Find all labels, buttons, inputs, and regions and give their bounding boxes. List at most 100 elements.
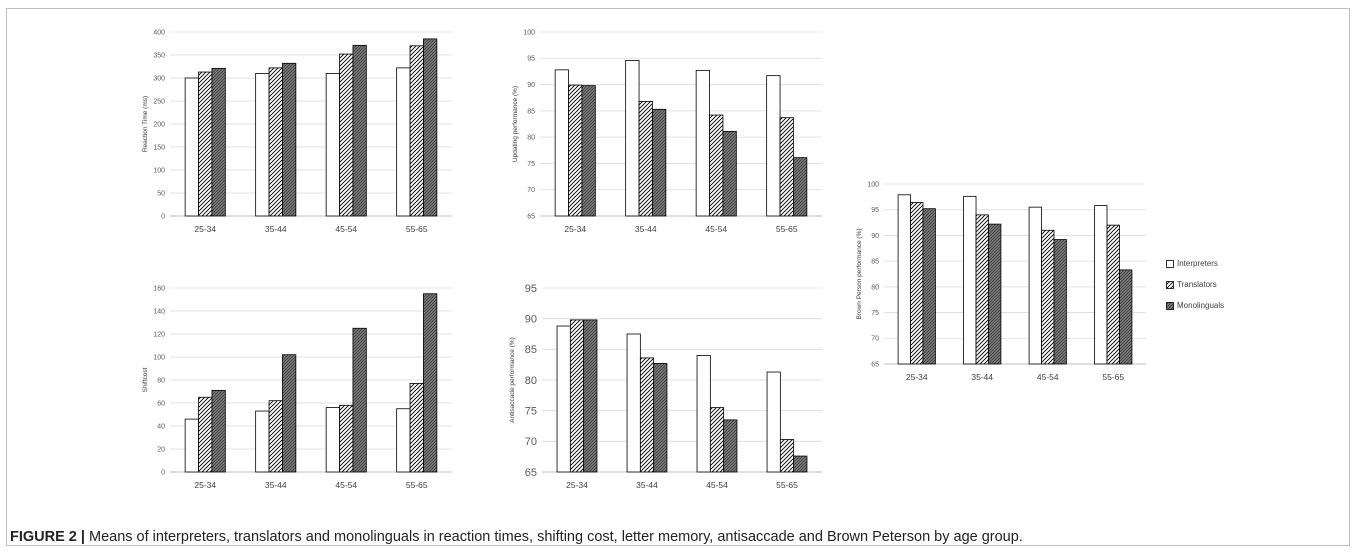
y-tick-label: 150: [153, 144, 165, 151]
y-tick-label: 85: [871, 259, 879, 266]
bar-monolinguals-35-44: [988, 223, 1002, 365]
bar-monolinguals-45-54: [723, 419, 738, 473]
bar-translators-25-34: [568, 84, 583, 217]
legend-label: Interpreters: [1177, 259, 1218, 268]
chart-svg: 65 70 75 80 85 90 95 100 25-34 35-44 45-54 55-65 Bro…: [856, 181, 1146, 382]
plot-area: 65 70 75 80 85 90 95 25-34 35-44 45-54 55-65: [525, 283, 822, 490]
bar-interpreters-35-44: [963, 195, 977, 365]
bar-translators-45-54: [339, 404, 354, 473]
y-axis-label: Shiftcost: [142, 367, 149, 392]
y-tick-label: 100: [153, 167, 165, 174]
bar-monolinguals-45-54: [352, 327, 367, 473]
caption-text: Means of interpreters, translators and m…: [84, 529, 1023, 545]
y-tick-label: 65: [525, 467, 537, 479]
y-axis-label: Antisaccade performance (%): [509, 337, 516, 423]
bar-translators-45-54: [709, 114, 724, 217]
y-axis-label: Brown Person performance (%): [856, 228, 863, 319]
y-tick-label: 85: [525, 344, 537, 356]
bar-interpreters-45-54: [696, 355, 711, 473]
plot-area: 0 20 40 60 80 100 120 140 160 25-34 35-44 45-54 55-6…: [153, 285, 452, 490]
y-tick-label: 95: [525, 283, 537, 295]
x-tick-label: 45-54: [1037, 372, 1059, 382]
bar-monolinguals-25-34: [922, 208, 936, 365]
chart-svg: 65 70 75 80 85 90 95 25-34 35-44 45-54 55-65 Antisa…: [509, 283, 822, 490]
bar-interpreters-55-65: [766, 371, 781, 473]
chart-svg: 65 70 75 80 85 90 95 100 25-34 35-44 45-54 55-65 Upd…: [512, 29, 822, 234]
legend-item-monolinguals: Monolinguals: [1166, 295, 1224, 316]
bar-interpreters-25-34: [554, 69, 569, 217]
y-tick-label: 200: [153, 121, 165, 128]
y-tick-label: 90: [527, 82, 535, 89]
y-tick-label: 140: [153, 308, 165, 315]
y-tick-label: 90: [525, 314, 537, 326]
bar-monolinguals-45-54: [1053, 239, 1067, 365]
y-tick-label: 95: [527, 56, 535, 63]
bar-translators-25-34: [198, 396, 213, 473]
bar-translators-45-54: [1041, 229, 1055, 365]
bar-interpreters-55-65: [396, 67, 411, 217]
figure-frame: [6, 8, 1350, 546]
chart-svg: 0 20 40 60 80 100 120 140 160 25-34 35-44 45-54 55-6…: [142, 285, 452, 490]
bar-monolinguals-45-54: [722, 130, 737, 217]
y-tick-label: 100: [153, 354, 165, 361]
y-tick-label: 90: [871, 233, 879, 240]
bar-interpreters-35-44: [255, 73, 270, 217]
x-tick-label: 25-34: [194, 480, 216, 490]
chart-legend: Interpreters Translators Monolinguals: [1166, 253, 1224, 316]
x-tick-label: 45-54: [335, 480, 357, 490]
y-axis-label: Updating performance (%): [512, 86, 519, 162]
y-tick-label: 400: [153, 29, 165, 36]
bar-translators-45-54: [339, 53, 354, 217]
bar-translators-55-65: [1106, 224, 1120, 365]
x-tick-label: 45-54: [705, 224, 727, 234]
bar-interpreters-35-44: [626, 333, 641, 473]
y-tick-label: 75: [527, 161, 535, 168]
bar-translators-45-54: [709, 407, 725, 473]
y-tick-label: 70: [871, 336, 879, 343]
bar-interpreters-35-44: [625, 59, 640, 217]
x-tick-label: 55-65: [406, 224, 428, 234]
bar-translators-55-65: [779, 117, 794, 217]
bar-interpreters-25-34: [184, 77, 199, 217]
bar-monolinguals-35-44: [652, 108, 667, 217]
y-tick-label: 70: [525, 436, 537, 448]
y-tick-label: 0: [161, 213, 165, 220]
bar-monolinguals-55-65: [1119, 269, 1133, 365]
x-tick-label: 25-34: [194, 224, 216, 234]
x-tick-label: 35-44: [635, 224, 657, 234]
y-tick-label: 65: [871, 361, 879, 368]
bar-monolinguals-45-54: [352, 44, 367, 217]
bar-translators-25-34: [569, 319, 585, 473]
bar-interpreters-55-65: [766, 75, 781, 217]
x-tick-label: 35-44: [265, 224, 287, 234]
y-tick-label: 160: [153, 285, 165, 292]
bar-monolinguals-55-65: [793, 455, 808, 473]
x-tick-label: 35-44: [265, 480, 287, 490]
y-tick-label: 80: [525, 375, 537, 387]
y-tick-label: 65: [527, 213, 535, 220]
bar-monolinguals-25-34: [211, 67, 226, 217]
x-tick-label: 55-65: [406, 480, 428, 490]
y-tick-label: 80: [527, 135, 535, 142]
y-tick-label: 80: [871, 284, 879, 291]
bar-interpreters-25-34: [184, 418, 199, 473]
plot-area: 65 70 75 80 85 90 95 100 25-34 35-44 45-54 55-65: [523, 29, 822, 234]
chart-antisaccade: 65 70 75 80 85 90 95 25-34 35-44 45-54 55-65 Antisa…: [508, 280, 830, 498]
bar-interpreters-55-65: [1094, 205, 1108, 365]
chart-updating: 65 70 75 80 85 90 95 100 25-34 35-44 45-54 55-65 Upd…: [508, 24, 830, 242]
plot-area: 65 70 75 80 85 90 95 100 25-34 35-44 45-54 55-65: [867, 181, 1146, 382]
legend-swatch-interpreters: [1166, 259, 1174, 268]
bar-monolinguals-25-34: [583, 319, 598, 473]
chart-brown-peterson: 65 70 75 80 85 90 95 100 25-34 35-44 45-54 55-65 Bro…: [852, 176, 1154, 390]
y-tick-label: 350: [153, 52, 165, 59]
y-tick-label: 75: [871, 310, 879, 317]
x-tick-label: 55-65: [1102, 372, 1124, 382]
bar-monolinguals-35-44: [282, 62, 297, 217]
bar-monolinguals-35-44: [653, 363, 668, 473]
y-tick-label: 300: [153, 75, 165, 82]
y-tick-label: 40: [157, 423, 165, 430]
bar-translators-35-44: [975, 214, 989, 365]
bar-interpreters-25-34: [897, 194, 911, 365]
y-tick-label: 60: [157, 400, 165, 407]
bar-interpreters-55-65: [396, 408, 411, 473]
